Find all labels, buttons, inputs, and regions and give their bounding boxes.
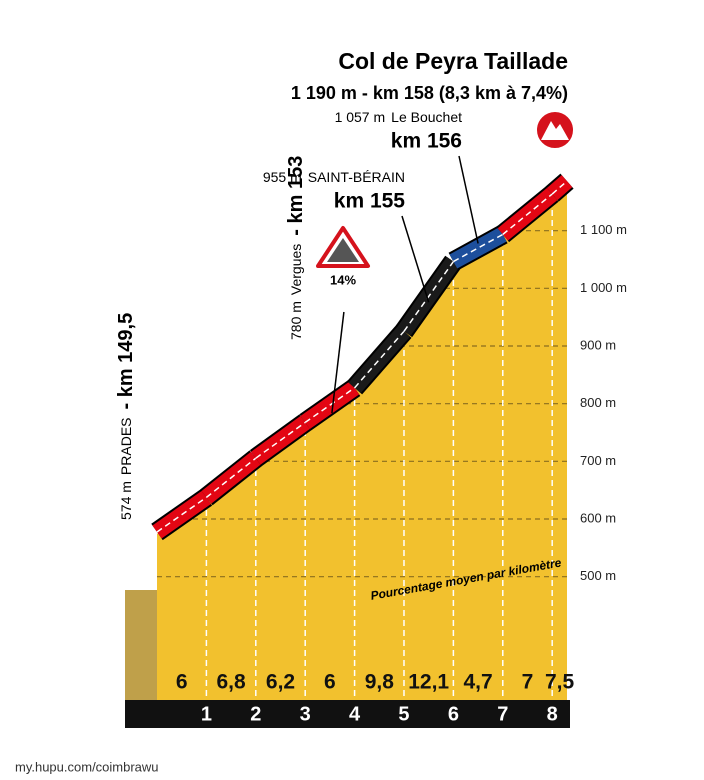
y-tick-label: 600 m [580,510,616,525]
waypoint-elevation: 955 m [263,169,302,185]
road-centre [502,193,553,236]
gradient-label: 12,1 [408,671,449,694]
km-band [125,700,570,728]
road-centre [354,330,405,389]
road-centre [205,457,257,498]
waypoint-label: 574 m PRADES - km 149,5 [115,313,137,520]
gradient-label: 9,8 [365,671,395,694]
road-centre [551,180,568,195]
waypoint-place: Le Bouchet [391,109,462,125]
gradient-sign: 14% [316,226,370,287]
waypoint-km: km 155 [334,190,406,213]
chart-title: Col de Peyra Taillade [338,48,568,74]
front-face [125,590,157,700]
waypoint-elevation: 780 m [288,301,304,340]
waypoint-km: - km 153 [285,156,307,236]
waypoint-text: 780 m Vergues - km 153 [285,156,307,340]
summit-icon [535,110,575,150]
km-label: 4 [349,703,361,725]
waypoint-km: - km 149,5 [115,313,137,410]
waypoint-text: 955 m SAINT-BÉRAIN [263,169,405,185]
road-centre [304,387,356,424]
y-tick-label: 900 m [580,337,616,352]
km-label: 3 [300,703,311,725]
y-tick-label: 500 m [580,568,616,583]
max-gradient-label: 14% [330,272,356,287]
gradient-label: 6,8 [216,671,246,694]
road-segment [449,227,507,269]
waypoint-label: 780 m Vergues - km 153 [285,156,307,340]
km-label: 6 [448,703,459,725]
waypoint-text: 1 057 m Le Bouchet [335,109,463,125]
km-label: 2 [250,703,261,725]
gradient-label: 6 [324,671,336,694]
waypoint-place: SAINT-BÉRAIN [308,169,405,185]
waypoint-km: km 156 [391,130,462,153]
gradient-label: 7 [522,671,534,694]
waypoint-text: 574 m PRADES - km 149,5 [115,313,137,520]
road-centre [403,261,454,332]
waypoint-place: Vergues [288,244,304,295]
road-centre [255,421,306,459]
gradient-label: 6,2 [266,671,295,694]
leader-line [458,155,479,244]
km-label: 7 [497,703,508,725]
leader-line [401,215,430,303]
waypoint-place: PRADES [118,418,134,476]
y-tick-label: 1 000 m [580,280,627,295]
road-centre [156,496,207,533]
y-tick-label: 1 100 m [580,222,627,237]
watermark: my.hupu.com/coimbrawu [15,759,159,774]
gradient-label: 4,7 [463,671,492,694]
gradient-label: 7,5 [545,671,575,694]
leader-line [331,311,345,414]
y-tick-label: 700 m [580,453,616,468]
y-tick-label: 800 m [580,395,616,410]
profile-area [157,183,567,700]
gradient-label: 6 [176,671,188,694]
waypoint-elevation: 574 m [118,481,134,520]
waypoint-elevation: 1 057 m [335,109,386,125]
chart-subtitle: 1 190 m - km 158 (8,3 km à 7,4%) [291,83,568,103]
km-label: 1 [201,703,212,725]
km-label: 8 [547,703,558,725]
km-label: 5 [398,703,409,725]
